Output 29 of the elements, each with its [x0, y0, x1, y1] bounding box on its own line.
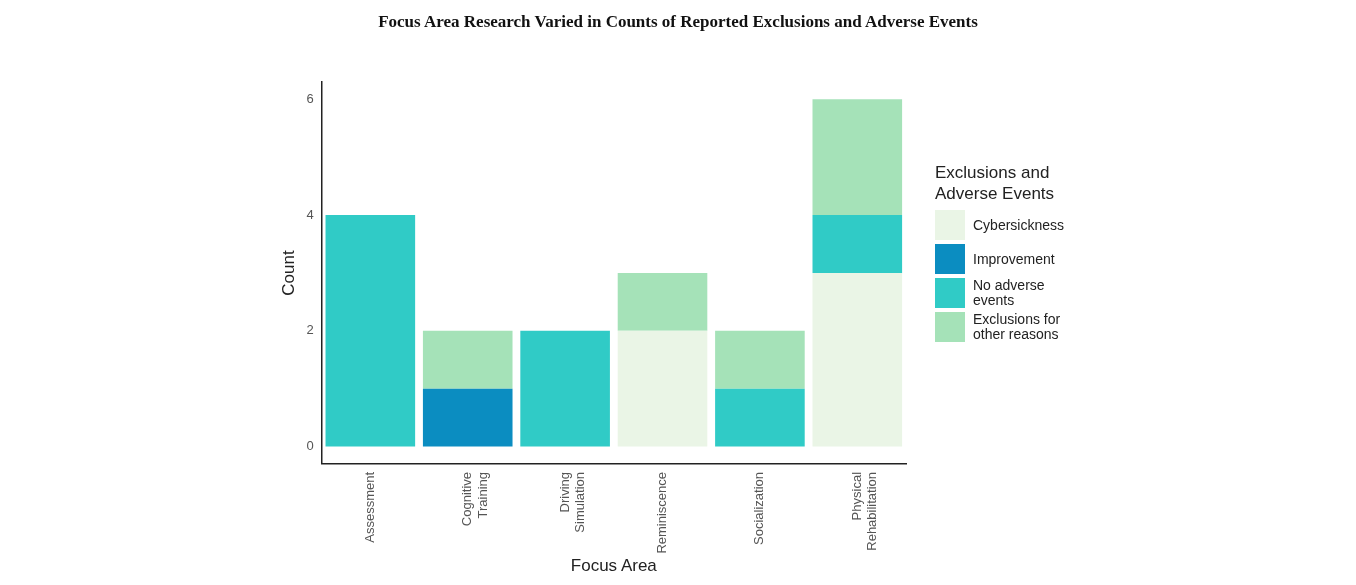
bar: [812, 215, 903, 273]
bar: [617, 330, 708, 447]
y-tick-label: 2: [306, 322, 314, 338]
legend-label: Cybersickness: [973, 216, 1066, 233]
bar: [617, 272, 708, 331]
bar: [715, 388, 805, 447]
legend-title: Exclusions and Adverse Events: [935, 162, 1056, 204]
bar: [812, 99, 903, 216]
x-tick-label: Socialization: [751, 471, 767, 545]
bar: [715, 330, 805, 389]
y-tick-label: 0: [306, 438, 314, 454]
legend-label: Exclusions for other reasons: [973, 311, 1062, 342]
bar: [422, 330, 513, 389]
bar: [325, 215, 416, 447]
y-axis-title: Count: [278, 250, 298, 296]
x-tick-label: Cognitive Training: [459, 471, 490, 527]
legend-label: No adverse events: [973, 277, 1046, 308]
x-tick-label: Driving Simulation: [556, 471, 588, 533]
x-tick-label: Physical Rehabilitation: [848, 471, 880, 551]
y-tick-label: 6: [306, 90, 314, 106]
bar: [422, 388, 513, 447]
x-axis-title: Focus Area: [570, 556, 658, 576]
legend-label: Improvement: [973, 250, 1056, 267]
x-tick-label: Assessment: [361, 471, 377, 543]
x-tick-label: Reminiscence: [654, 471, 670, 554]
chart-title: Focus Area Research Varied in Counts of Reported Exclusions and Adverse Events: [377, 12, 979, 32]
bar: [520, 330, 610, 447]
bar: [812, 272, 903, 447]
y-tick-label: 4: [306, 206, 314, 222]
